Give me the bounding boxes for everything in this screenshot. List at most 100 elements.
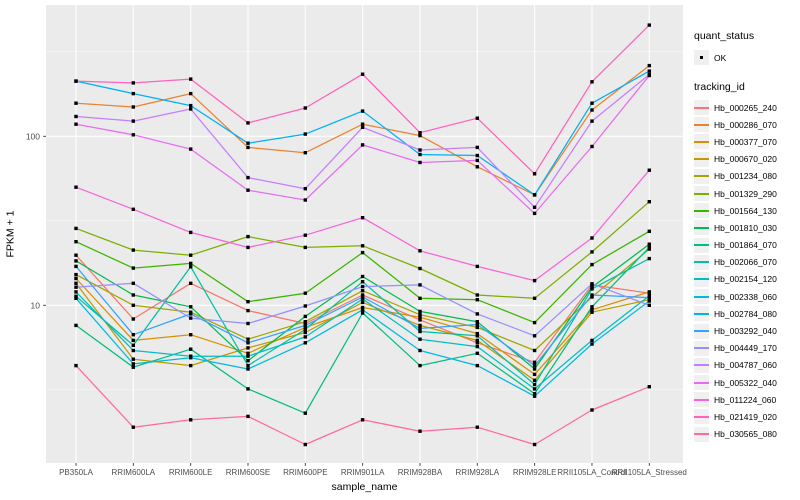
data-point [590, 119, 594, 123]
data-point [532, 360, 537, 364]
legend-item: Hb_000286_070 [694, 117, 798, 133]
data-point [246, 300, 250, 304]
data-point [475, 341, 479, 345]
legend-item: Hb_000377_070 [694, 134, 798, 150]
data-point [647, 385, 651, 389]
data-point [360, 297, 365, 301]
data-point [418, 323, 422, 328]
legend-item: Hb_002066_070 [694, 254, 798, 270]
data-point [590, 342, 594, 346]
legend-item: Hb_005322_040 [694, 375, 798, 391]
data-point [246, 175, 250, 180]
data-point [303, 327, 307, 332]
data-point [74, 101, 78, 105]
legend-label: Hb_003292_040 [714, 326, 777, 337]
data-point [131, 348, 135, 353]
data-point [418, 315, 422, 319]
data-point [74, 253, 78, 257]
legend-label: Hb_002338_060 [714, 291, 777, 302]
legend-label: Hb_001864_070 [714, 240, 777, 251]
data-point [418, 337, 422, 341]
data-point [189, 103, 193, 108]
data-point [246, 414, 250, 419]
legend-item: Hb_011224_060 [694, 392, 798, 408]
data-point [74, 296, 78, 300]
legend-item: Hb_021419_020 [694, 409, 798, 425]
data-point [303, 321, 307, 326]
legend-item: Hb_002338_060 [694, 289, 798, 305]
legend-label: Hb_004449_170 [714, 343, 777, 354]
data-point [647, 290, 651, 294]
data-point [131, 357, 135, 361]
data-point [647, 229, 651, 233]
data-point [360, 295, 365, 299]
data-point [303, 132, 307, 136]
data-point [590, 310, 594, 314]
data-point [418, 148, 422, 152]
legend-swatch [694, 289, 709, 305]
legend-swatch [694, 340, 709, 356]
data-point [74, 323, 78, 328]
x-tick-label: RRIM600LA [112, 468, 156, 477]
data-point [74, 122, 78, 126]
legend-item: Hb_001234_080 [694, 168, 798, 184]
legend-item-ok: OK [694, 49, 798, 66]
data-point [418, 326, 422, 331]
data-point [74, 281, 78, 285]
data-point [74, 276, 78, 281]
data-point [131, 133, 135, 137]
data-point [418, 296, 422, 300]
data-point [647, 73, 651, 78]
data-point [131, 303, 135, 307]
data-point [418, 318, 422, 322]
data-point [74, 79, 78, 83]
data-point [532, 367, 537, 371]
data-point [303, 411, 307, 415]
legend-label: Hb_000265_240 [714, 102, 777, 113]
legend-label: Hb_001564_130 [714, 205, 777, 216]
data-point [303, 325, 307, 330]
data-point [246, 354, 250, 358]
legend-label: Hb_002066_070 [714, 257, 777, 268]
data-point [246, 234, 250, 239]
legend-item: Hb_001810_030 [694, 220, 798, 236]
legend-title-tracking-id: tracking_id [694, 81, 745, 93]
data-point [74, 294, 78, 298]
legend-swatch [694, 357, 709, 373]
data-point [418, 249, 422, 253]
data-point [360, 280, 365, 284]
data-point [131, 81, 135, 85]
data-point [189, 77, 193, 81]
data-point [74, 264, 78, 269]
data-point [647, 23, 651, 27]
legend-item: Hb_000670_020 [694, 151, 798, 167]
legend-label: Hb_005322_040 [714, 377, 777, 388]
x-tick-label: RRII105LA_Control [557, 468, 627, 477]
data-point [189, 253, 193, 257]
data-point [360, 274, 365, 279]
legend-swatch [694, 271, 709, 287]
data-point [590, 144, 594, 149]
data-point [74, 226, 78, 231]
data-point [74, 363, 78, 368]
legend-label: Hb_000286_070 [714, 119, 777, 130]
data-point [303, 442, 307, 447]
legend-item: Hb_004787_060 [694, 357, 798, 373]
legend-swatch [694, 392, 709, 408]
legend-label: Hb_002784_080 [714, 308, 777, 319]
data-point [418, 429, 422, 433]
data-point [475, 158, 479, 163]
data-point [246, 121, 250, 125]
x-tick-label: RRIM928LE [513, 468, 557, 477]
data-point [360, 418, 365, 422]
data-point [532, 387, 537, 391]
plot-panel [46, 5, 683, 463]
data-point [532, 172, 537, 176]
x-tick-label: RRIM600PE [283, 468, 327, 477]
legend-label: Hb_011224_060 [714, 394, 777, 405]
legend-swatch [694, 168, 709, 184]
data-point [532, 211, 537, 216]
data-point [189, 356, 193, 360]
data-point [303, 233, 307, 237]
legend-item: Hb_001564_130 [694, 203, 798, 219]
